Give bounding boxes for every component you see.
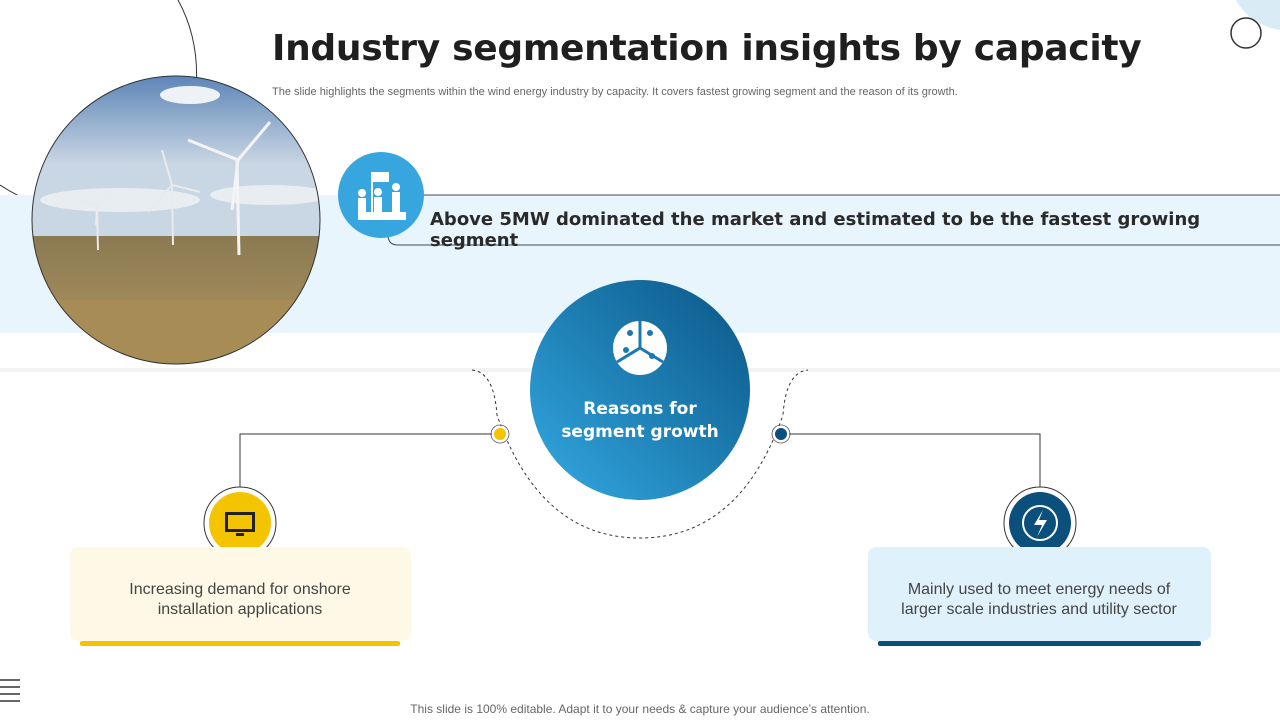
footer: This slide is 100% editable. Adapt it to… <box>410 702 870 716</box>
headline-emphasis: 5MW <box>499 209 550 230</box>
reason-text: Increasing demand for onshore installati… <box>129 581 351 618</box>
center-label: Reasons for segment growth <box>561 399 719 442</box>
title: Industry segmentation insights by capaci… <box>272 28 1142 69</box>
headline-text: Above <box>430 209 500 230</box>
headline-text: dominated the market and estimated to be… <box>430 209 1201 251</box>
subtitle: The slide highlights the segments within… <box>272 86 958 98</box>
headline: Above 5MW dominated the market and estim… <box>430 209 1280 251</box>
reason-text: Mainly used to meet energy needs of larg… <box>901 581 1177 618</box>
decor <box>0 0 1280 702</box>
